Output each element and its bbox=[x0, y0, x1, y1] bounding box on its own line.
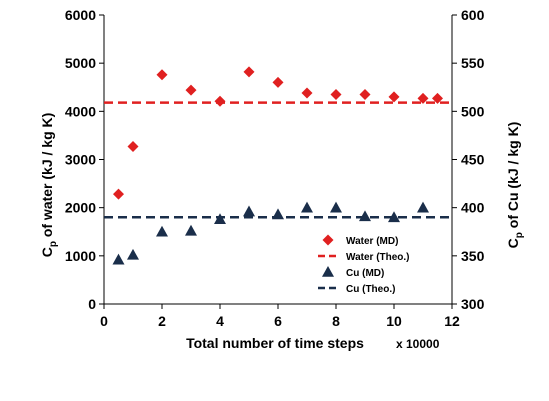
legend-symbol bbox=[322, 234, 334, 246]
data-point bbox=[388, 211, 400, 223]
y-right-tick-label: 600 bbox=[461, 7, 485, 23]
data-point bbox=[359, 210, 371, 222]
y-axis-left-title: Cp of water (kJ / kg K) bbox=[39, 113, 59, 258]
legend-label: Cu (MD) bbox=[346, 268, 384, 279]
data-point bbox=[112, 253, 125, 265]
data-point bbox=[127, 248, 139, 260]
data-point bbox=[301, 87, 313, 99]
legend-symbol bbox=[322, 266, 334, 277]
data-point bbox=[113, 188, 124, 200]
data-point bbox=[272, 76, 284, 88]
x-tick-label: 4 bbox=[216, 313, 224, 329]
y-left-tick-label: 2000 bbox=[65, 200, 96, 216]
y-right-tick-label: 500 bbox=[461, 103, 485, 119]
x-tick-label: 12 bbox=[444, 313, 460, 329]
y-left-tick-label: 5000 bbox=[65, 55, 96, 71]
data-point bbox=[156, 69, 168, 81]
legend-label: Water (MD) bbox=[346, 236, 398, 247]
data-point bbox=[185, 224, 197, 236]
x-tick-label: 10 bbox=[386, 313, 402, 329]
y-left-tick-label: 3000 bbox=[65, 152, 96, 168]
data-point bbox=[417, 92, 429, 104]
x-multiplier-label: x 10000 bbox=[396, 337, 440, 351]
data-point bbox=[272, 208, 284, 220]
x-axis-title: Total number of time steps bbox=[186, 335, 364, 351]
data-point bbox=[330, 201, 342, 213]
data-point bbox=[127, 140, 139, 152]
x-tick-label: 6 bbox=[274, 313, 282, 329]
y-axis-right-title: Cp of Cu (kJ / kg K) bbox=[505, 122, 525, 249]
y-left-tick-label: 0 bbox=[88, 296, 96, 312]
data-point bbox=[388, 91, 400, 103]
y-left-tick-label: 4000 bbox=[65, 103, 96, 119]
y-right-tick-label: 350 bbox=[461, 248, 485, 264]
data-point bbox=[432, 92, 443, 104]
y-left-tick-label: 6000 bbox=[65, 7, 96, 23]
data-point bbox=[330, 88, 342, 100]
x-tick-label: 2 bbox=[158, 313, 166, 329]
legend-label: Cu (Theo.) bbox=[346, 284, 395, 295]
x-tick-label: 0 bbox=[100, 313, 108, 329]
data-point bbox=[243, 205, 255, 217]
chart-legend: Water (MD) Water (Theo.) Cu (MD) Cu (Theo.) bbox=[318, 234, 410, 295]
y-right-tick-label: 300 bbox=[461, 296, 485, 312]
x-tick-label: 8 bbox=[332, 313, 340, 329]
y-right-tick-label: 400 bbox=[461, 200, 485, 216]
data-point bbox=[156, 225, 168, 237]
legend-label: Water (Theo.) bbox=[346, 252, 410, 263]
data-point bbox=[359, 88, 371, 100]
data-point bbox=[185, 84, 197, 96]
y-left-tick-label: 1000 bbox=[65, 248, 96, 264]
y-right-tick-label: 450 bbox=[461, 152, 485, 168]
data-point bbox=[301, 201, 313, 213]
data-point bbox=[417, 201, 429, 213]
data-point bbox=[214, 95, 226, 107]
y-right-tick-label: 550 bbox=[461, 55, 485, 71]
data-point bbox=[214, 213, 226, 225]
data-point bbox=[243, 66, 255, 78]
